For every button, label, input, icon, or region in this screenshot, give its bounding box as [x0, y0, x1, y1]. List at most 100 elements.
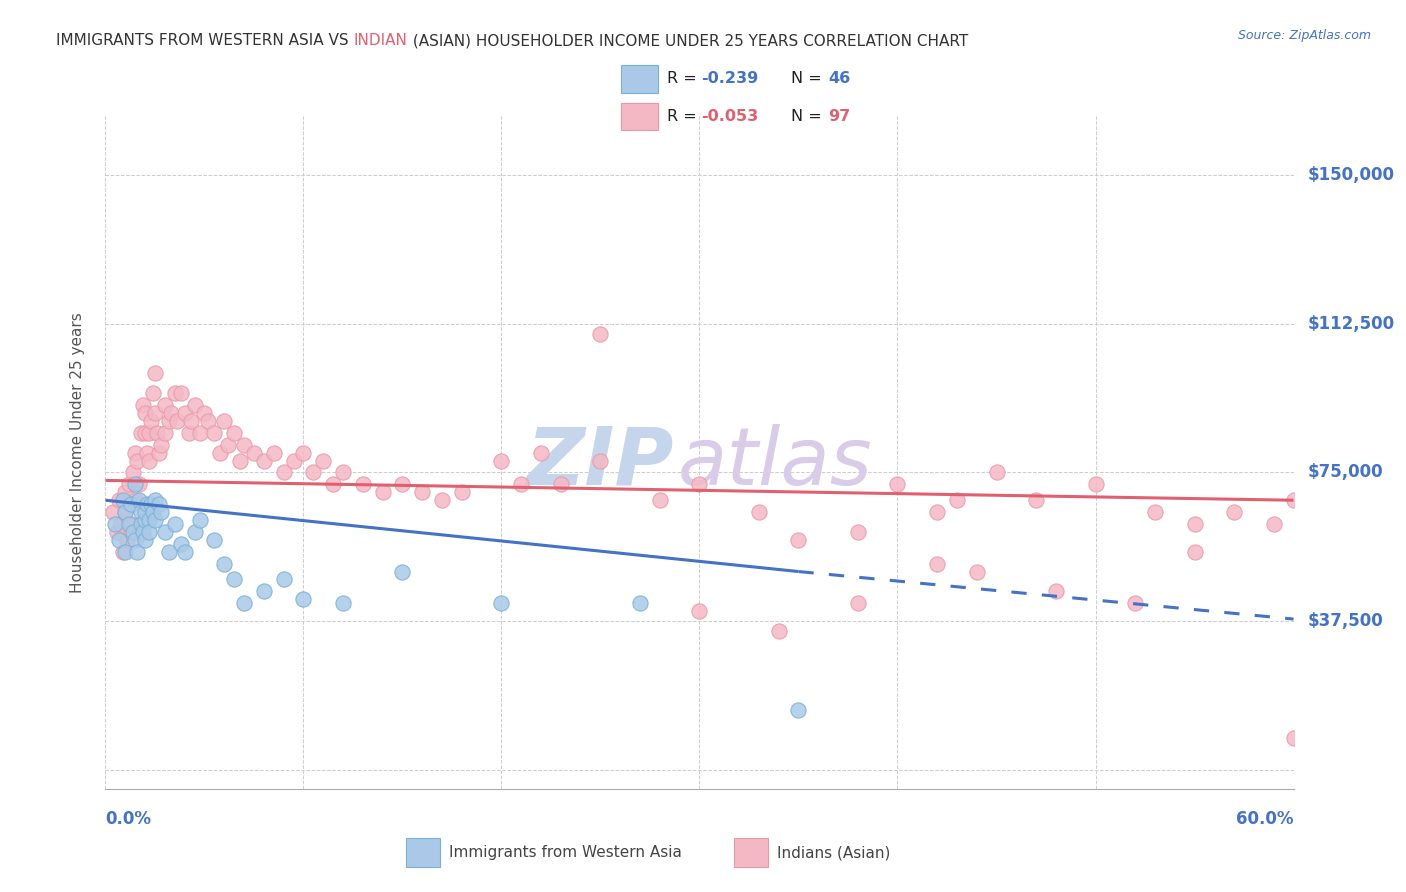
Point [322, 477, 344, 491]
Point [193, 406, 215, 420]
Point [530, 446, 553, 460]
Text: N =: N = [792, 71, 827, 87]
Point [1223, 505, 1246, 519]
Point [105, 524, 128, 539]
Point [170, 386, 193, 401]
Point [157, 545, 180, 559]
Point [129, 505, 152, 519]
Point [202, 533, 225, 547]
Point [108, 533, 131, 547]
Point [143, 513, 166, 527]
Point [149, 505, 172, 519]
Point [146, 425, 169, 440]
Point [491, 596, 513, 610]
Point [283, 453, 305, 467]
Point [132, 398, 155, 412]
Text: R =: R = [668, 109, 702, 124]
Point [689, 477, 711, 491]
Point [170, 537, 193, 551]
Point [243, 446, 266, 460]
Point [153, 398, 176, 412]
Point [986, 466, 1008, 480]
Point [1084, 477, 1107, 491]
Point [118, 477, 141, 491]
Point [143, 367, 166, 381]
Point [332, 466, 354, 480]
Point [966, 565, 988, 579]
Point [138, 425, 160, 440]
Point [391, 477, 413, 491]
Point [114, 505, 136, 519]
Text: R =: R = [668, 71, 702, 87]
Point [183, 398, 205, 412]
Text: 60.0%: 60.0% [1236, 810, 1294, 828]
Point [124, 533, 146, 547]
Point [1184, 516, 1206, 531]
Point [273, 466, 295, 480]
Point [209, 446, 232, 460]
Point [138, 453, 160, 467]
Point [787, 533, 810, 547]
Point [202, 425, 225, 440]
Text: -0.053: -0.053 [702, 109, 759, 124]
Point [112, 545, 135, 559]
Text: Source: ZipAtlas.com: Source: ZipAtlas.com [1237, 29, 1371, 42]
Point [229, 453, 252, 467]
Point [120, 516, 142, 531]
Point [136, 497, 159, 511]
Text: 0.0%: 0.0% [105, 810, 152, 828]
Y-axis label: Householder Income Under 25 years: Householder Income Under 25 years [70, 312, 84, 593]
Point [127, 453, 149, 467]
Point [253, 584, 276, 599]
Point [104, 516, 127, 531]
Text: Immigrants from Western Asia: Immigrants from Western Asia [450, 846, 682, 860]
Point [124, 446, 146, 460]
Point [136, 446, 159, 460]
FancyBboxPatch shape [621, 103, 658, 130]
Text: Indians (Asian): Indians (Asian) [778, 846, 890, 860]
Point [371, 485, 394, 500]
Point [352, 477, 374, 491]
Point [190, 425, 212, 440]
Point [190, 513, 212, 527]
Point [108, 493, 131, 508]
Text: atlas: atlas [678, 424, 873, 502]
Point [134, 505, 156, 519]
Point [142, 386, 165, 401]
Point [217, 438, 239, 452]
Point [166, 414, 188, 428]
Point [153, 425, 176, 440]
Text: 46: 46 [828, 71, 851, 87]
Point [149, 438, 172, 452]
Point [332, 596, 354, 610]
Text: INDIAN: INDIAN [354, 33, 408, 48]
Point [1123, 596, 1146, 610]
Text: -0.239: -0.239 [702, 71, 759, 87]
Point [157, 414, 180, 428]
Point [138, 513, 160, 527]
Point [411, 485, 433, 500]
Point [114, 545, 136, 559]
Point [787, 703, 810, 717]
Point [391, 565, 413, 579]
Point [648, 493, 671, 508]
FancyBboxPatch shape [406, 838, 440, 867]
Point [233, 438, 256, 452]
Point [589, 453, 612, 467]
Text: 97: 97 [828, 109, 851, 124]
Point [768, 624, 790, 638]
Text: $150,000: $150,000 [1308, 167, 1395, 185]
FancyBboxPatch shape [621, 65, 658, 93]
Point [173, 545, 195, 559]
Text: IMMIGRANTS FROM WESTERN ASIA VS: IMMIGRANTS FROM WESTERN ASIA VS [56, 33, 354, 48]
Point [134, 425, 156, 440]
Point [148, 497, 170, 511]
Point [1045, 584, 1067, 599]
Point [846, 524, 869, 539]
Point [139, 414, 162, 428]
Point [134, 513, 156, 527]
Point [134, 533, 156, 547]
Point [925, 557, 948, 571]
Point [886, 477, 908, 491]
Text: $112,500: $112,500 [1308, 315, 1395, 333]
